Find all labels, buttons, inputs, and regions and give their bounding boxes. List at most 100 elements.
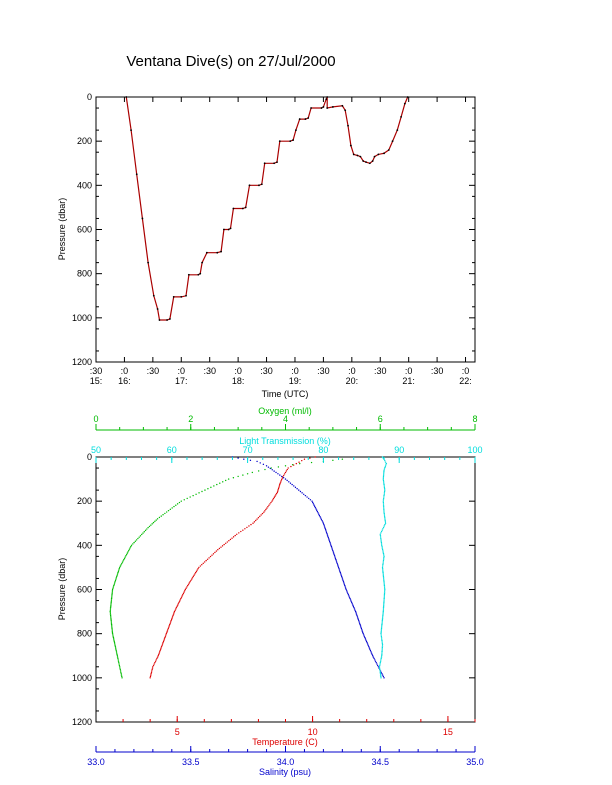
dive-point	[125, 96, 128, 98]
temperature-point	[182, 593, 184, 596]
light-transmission-point	[378, 667, 381, 669]
temperature-point	[187, 583, 190, 586]
light-transmission-point	[380, 634, 382, 636]
light-transmission-point	[383, 514, 386, 516]
oxygen-point	[128, 548, 131, 550]
oxygen-point	[112, 587, 114, 589]
oxygen-point	[115, 651, 118, 653]
oxygen-point	[118, 664, 121, 667]
temperature-point	[169, 623, 171, 626]
light-transmission-point	[380, 637, 383, 639]
salinity-point	[311, 500, 313, 502]
dive-point	[216, 251, 219, 254]
salinity-point	[279, 474, 281, 476]
temperature-point	[309, 457, 311, 459]
dive-point	[289, 140, 292, 143]
light-transmission-point	[384, 588, 386, 591]
salinity-point	[369, 648, 371, 650]
x-tick-label-minute: :30	[374, 366, 387, 376]
y-tick-label: 400	[77, 540, 92, 550]
light-transmission-point	[383, 596, 385, 598]
light-transmission-point	[384, 465, 387, 467]
salinity-point	[361, 630, 364, 632]
light-transmission-point	[379, 671, 381, 674]
salinity-point	[332, 551, 334, 553]
salinity-point	[355, 612, 357, 614]
oxygen-point	[142, 532, 144, 534]
y-tick-label: 0	[87, 452, 92, 462]
dive-point	[320, 107, 323, 109]
temperature-point	[162, 642, 164, 644]
salinity-point	[271, 469, 273, 471]
ctd-profile-points	[109, 456, 388, 679]
oxygen-point	[284, 465, 287, 467]
salinity-point	[377, 666, 380, 668]
temperature-point	[278, 485, 281, 487]
ctd-profile-ticks	[96, 456, 475, 723]
salinity-point	[365, 640, 368, 643]
x-tick-label-minute: :0	[291, 366, 299, 376]
oxygen-point	[110, 604, 112, 606]
light-transmission-point	[384, 522, 387, 524]
salinity-point	[330, 544, 332, 547]
y-tick-label: 200	[77, 496, 92, 506]
oxygen-point	[117, 570, 120, 573]
x-tick-label-minute: :0	[348, 366, 356, 376]
salinity-point	[315, 508, 317, 510]
temperature-point	[184, 588, 187, 591]
light-transmission-point	[383, 583, 385, 586]
temperature-point	[282, 476, 284, 478]
oxygen-point	[109, 606, 112, 609]
temperature-point	[195, 570, 198, 573]
dive-profile-frame	[95, 96, 476, 363]
x-tick-label-hour: 19:	[289, 376, 302, 386]
light-transmission-point	[380, 677, 382, 679]
dive-point	[180, 295, 183, 298]
temperature-point	[165, 634, 167, 636]
light-transmission-point	[380, 530, 383, 533]
light-transmission-point	[379, 670, 381, 672]
temperature-point	[246, 526, 248, 529]
light-transmission-point	[383, 485, 385, 487]
salinity-point	[275, 471, 277, 474]
light-transmission-point	[383, 488, 386, 490]
salinity-point	[281, 475, 283, 478]
temperature-point	[198, 566, 200, 569]
temperature-point	[171, 617, 173, 619]
light-transmission-point	[384, 466, 386, 469]
ctd-profile-y-label: Pressure (dbar)	[57, 558, 67, 621]
temperature-point	[209, 555, 212, 558]
salinity-point	[352, 604, 354, 606]
temperature-point	[149, 677, 151, 679]
y-tick-label: 800	[77, 269, 92, 279]
light-transmission-point	[381, 646, 384, 649]
temperature-point	[303, 458, 306, 460]
salinity-point	[343, 583, 346, 586]
oxygen-point	[138, 536, 140, 538]
temperature-point	[188, 582, 191, 584]
dive-profile-y-tick-labels: 0 200 400 600 800 1000 1200	[72, 92, 92, 367]
light-transmission-point	[380, 632, 382, 635]
temperature-axis-label: Temperature (C)	[252, 737, 318, 747]
temperature-point	[231, 537, 233, 539]
oxygen-point	[111, 627, 113, 630]
light-transmission-point	[383, 496, 385, 498]
light-transmission-point	[379, 674, 382, 676]
salinity-point	[347, 592, 349, 595]
light-transmission-point	[383, 592, 386, 595]
light-transmission-point	[382, 616, 384, 618]
salinity-point	[329, 543, 332, 545]
oxygen-point	[121, 677, 123, 679]
y-tick-label: 600	[77, 225, 92, 235]
oxygen-point	[113, 640, 115, 643]
light-transmission-point	[383, 490, 386, 493]
salinity-axis-label: Salinity (psu)	[259, 767, 311, 777]
oxygen-tick-label: 0	[93, 414, 98, 424]
light-transmission-point	[383, 492, 386, 494]
temperature-point	[158, 652, 160, 654]
oxygen-point	[110, 618, 112, 621]
dive-track-line	[125, 96, 409, 321]
temperature-point	[151, 670, 153, 672]
dive-point	[362, 160, 365, 162]
salinity-point	[324, 526, 326, 528]
